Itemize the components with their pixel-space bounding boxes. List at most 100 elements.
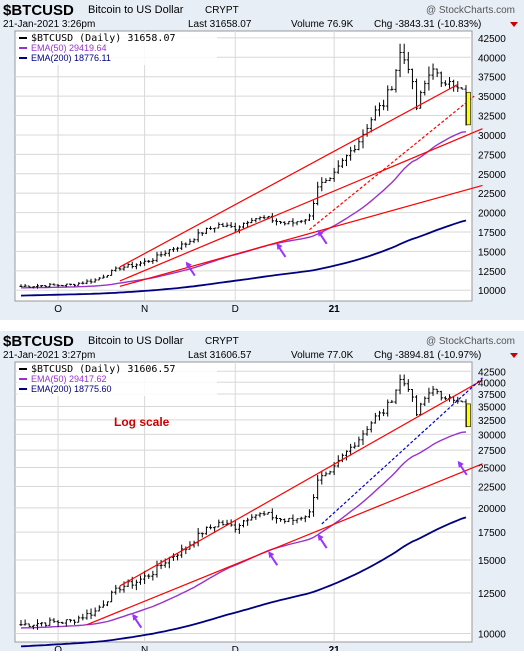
y-tick-label: 22500 xyxy=(478,483,506,494)
ema200-series xyxy=(20,516,467,648)
y-tick-label: 25000 xyxy=(478,170,506,181)
drop-bar xyxy=(466,403,471,428)
date-label: 21-Jan-2021 3:27pm xyxy=(3,350,95,361)
ema200-series xyxy=(20,219,467,297)
y-tick-label: 37500 xyxy=(478,390,506,401)
legend-price: $BTCUSD (Daily) 31606.57 xyxy=(31,364,176,375)
y-tick-label: 37500 xyxy=(478,73,506,84)
gridlines xyxy=(15,31,472,301)
x-tick-label: 21 xyxy=(329,645,341,651)
y-tick-label: 22500 xyxy=(478,189,506,200)
date-label: 21-Jan-2021 3:26pm xyxy=(3,19,95,30)
change-down-icon xyxy=(510,22,518,27)
annotation-arrow xyxy=(457,460,468,476)
x-axis: O N D 21 xyxy=(54,304,340,315)
symbol-title: $BTCUSD xyxy=(3,2,74,19)
y-tick-label: 20000 xyxy=(478,504,506,515)
drop-bar-rect xyxy=(466,403,471,428)
trendline xyxy=(119,184,483,287)
plot-area xyxy=(14,361,473,643)
y-tick-label: 27500 xyxy=(478,446,506,457)
legend-ema200: EMA(200) 18775.60 xyxy=(31,384,112,394)
annotation-arrow xyxy=(185,261,196,277)
y-axis: 10000 12500 15000 17500 20000 22500 25000 27500… xyxy=(478,34,506,297)
symbol-description: Bitcoin to US Dollar xyxy=(88,4,184,16)
y-tick-label: 27500 xyxy=(478,150,506,161)
legend: $BTCUSD (Daily) 31606.57 EMA(50) 29417.6… xyxy=(17,364,217,396)
legend-ema50: EMA(50) 29417.62 xyxy=(31,374,107,384)
ema200-line xyxy=(20,219,467,297)
watermark: @ StockCharts.com xyxy=(426,336,515,347)
volume-label: Volume 77.0K xyxy=(291,350,354,361)
x-axis: O N D 21 xyxy=(54,645,340,651)
x-tick-label: D xyxy=(232,645,239,651)
y-tick-label: 40000 xyxy=(478,378,506,389)
trendline xyxy=(321,377,483,525)
symbol-description: Bitcoin to US Dollar xyxy=(88,335,184,347)
y-tick-label: 42500 xyxy=(478,367,506,378)
plot-area xyxy=(14,30,473,302)
y-tick-label: 20000 xyxy=(478,209,506,220)
annotation-arrows xyxy=(132,460,468,629)
trendline xyxy=(119,83,459,268)
legend-price: $BTCUSD (Daily) 31658.07 xyxy=(31,33,176,44)
chart-svg: $BTCUSD Bitcoin to US Dollar CRYPT @ Sto… xyxy=(0,331,524,651)
chart-svg: $BTCUSD Bitcoin to US Dollar CRYPT @ Sto… xyxy=(0,0,524,320)
y-tick-label: 35000 xyxy=(478,402,506,413)
change-down-icon xyxy=(510,353,518,358)
gridlines xyxy=(15,362,472,642)
y-tick-label: 17500 xyxy=(478,528,506,539)
y-tick-label: 32500 xyxy=(478,112,506,123)
trendline xyxy=(86,463,483,626)
last-price: Last 31606.57 xyxy=(188,350,252,361)
annotation-arrow xyxy=(317,534,328,549)
ema200-line xyxy=(20,516,467,648)
change-label: Chg -3894.81 (-10.97%) xyxy=(374,350,481,361)
y-tick-label: 40000 xyxy=(478,53,506,64)
trendline xyxy=(309,95,475,231)
drop-bar xyxy=(466,91,471,126)
y-tick-label: 25000 xyxy=(478,463,506,474)
y-tick-label: 10000 xyxy=(478,629,506,640)
legend-ema50: EMA(50) 29419.64 xyxy=(31,43,107,53)
trendlines xyxy=(119,83,483,287)
y-tick-label: 32500 xyxy=(478,416,506,427)
volume-label: Volume 76.9K xyxy=(291,19,354,30)
arrow-head xyxy=(317,534,324,542)
x-tick-label: 21 xyxy=(329,304,341,315)
y-tick-label: 30000 xyxy=(478,131,506,142)
y-tick-label: 42500 xyxy=(478,34,506,45)
exchange-label: CRYPT xyxy=(205,336,239,347)
y-axis: 10000 12500 15000 17500 20000 22500 25000 27500… xyxy=(478,367,506,640)
legend-ema200: EMA(200) 18776.11 xyxy=(31,53,111,63)
last-price: Last 31658.07 xyxy=(188,19,252,30)
arrow-head xyxy=(276,242,283,250)
x-tick-label: D xyxy=(232,304,239,315)
annotation-arrow xyxy=(268,551,279,566)
trendlines xyxy=(86,377,483,626)
x-tick-label: N xyxy=(141,304,148,315)
annotation-arrow xyxy=(276,242,287,258)
arrow-head xyxy=(268,551,275,559)
x-tick-label: N xyxy=(141,645,148,651)
x-tick-label: O xyxy=(54,304,62,315)
change-label: Chg -3843.31 (-10.83%) xyxy=(374,19,481,30)
arrow-head xyxy=(457,460,464,468)
chart-panel-linear: $BTCUSD Bitcoin to US Dollar CRYPT @ Sto… xyxy=(0,0,524,320)
trendline xyxy=(119,128,483,282)
arrow-head xyxy=(185,261,192,269)
y-tick-label: 12500 xyxy=(478,589,506,600)
price-bars xyxy=(19,374,468,630)
y-tick-label: 35000 xyxy=(478,92,506,103)
arrow-head xyxy=(317,229,324,237)
arrow-head xyxy=(132,613,139,621)
price-bars xyxy=(19,43,468,289)
legend-background xyxy=(17,364,217,396)
y-tick-label: 15000 xyxy=(478,556,506,567)
trendline xyxy=(119,379,483,587)
annotation-arrow xyxy=(317,229,328,245)
legend-background xyxy=(17,33,217,65)
y-tick-label: 12500 xyxy=(478,267,506,278)
y-tick-label: 17500 xyxy=(478,228,506,239)
y-tick-label: 30000 xyxy=(478,430,506,441)
